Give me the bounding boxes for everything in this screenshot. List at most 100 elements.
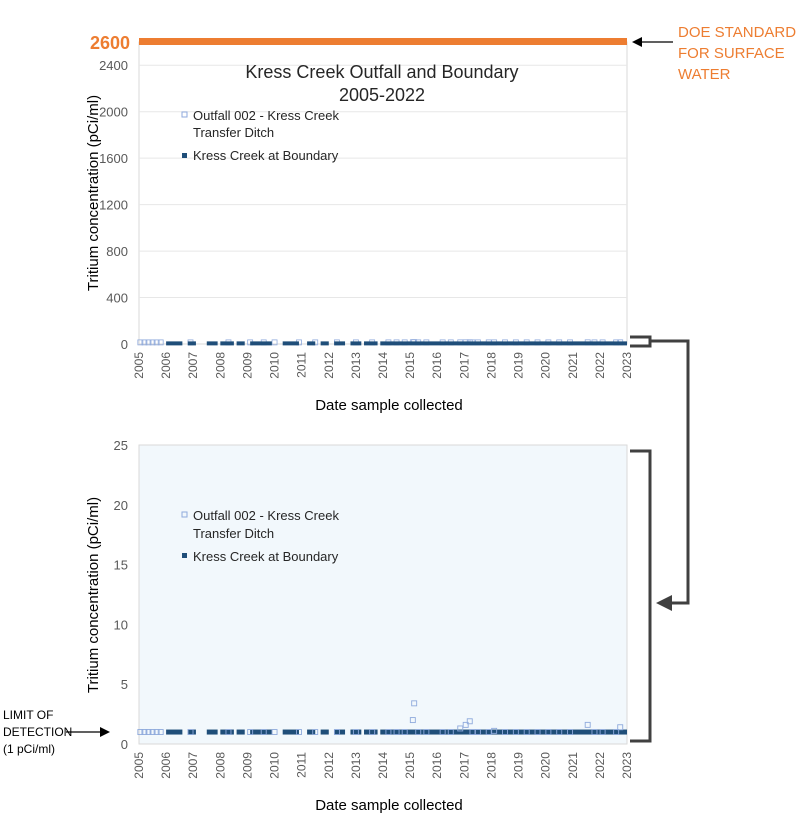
x-tick-label: 2016 <box>430 752 444 779</box>
x-tick-label: 2018 <box>484 352 498 379</box>
outfall-point <box>187 729 194 735</box>
outfall-point <box>393 729 400 735</box>
legend-label-boundary: Kress Creek at Boundary <box>193 549 339 564</box>
outfall-point <box>312 729 319 735</box>
x-tick-label: 2008 <box>213 752 227 779</box>
outfall-point <box>401 729 408 735</box>
outfall-point <box>556 729 563 735</box>
outfall-point <box>584 721 591 728</box>
boundary-point-run <box>364 729 378 735</box>
outfall-point <box>512 729 519 735</box>
x-tick-label: 2011 <box>295 352 309 378</box>
x-tick-label: 2006 <box>159 752 173 779</box>
legend-label-boundary: Kress Creek at Boundary <box>193 148 339 163</box>
chart-title: Kress Creek Outfall and Boundary <box>245 62 518 82</box>
legend-marker-outfall <box>181 111 188 118</box>
x-tick-label: 2005 <box>132 352 146 379</box>
bottom-zoom-bracket <box>630 449 652 743</box>
x-tick-label: 2016 <box>430 352 444 379</box>
outfall-point <box>523 729 530 735</box>
doe-arrow <box>632 37 673 47</box>
outfall-point <box>153 729 160 735</box>
doe-standard-value: 2600 <box>90 33 130 53</box>
outfall-point <box>545 729 552 735</box>
y-tick-label: 2400 <box>99 58 128 73</box>
x-tick-label: 2007 <box>186 752 200 779</box>
boundary-point-run <box>380 729 627 735</box>
y-tick-label: 20 <box>114 498 128 513</box>
connector-line <box>650 339 690 605</box>
y-tick-label: 5 <box>121 677 128 692</box>
boundary-point-run <box>282 341 299 346</box>
boundary-point-run <box>206 341 218 346</box>
x-tick-label: 2013 <box>349 352 363 379</box>
x-tick-label: 2021 <box>566 752 580 779</box>
boundary-point-run <box>166 729 183 735</box>
outfall-point <box>137 339 144 346</box>
outfall-point <box>502 729 508 735</box>
x-tick-label: 2014 <box>376 752 390 779</box>
outfall-point <box>149 339 156 346</box>
outfall-point <box>423 729 430 735</box>
zoom-connector <box>630 335 690 743</box>
legend-label-outfall-line2: Transfer Ditch <box>193 125 274 140</box>
bottom-plot-area <box>138 444 628 745</box>
outfall-point <box>145 729 152 735</box>
outfall-point <box>137 729 144 735</box>
bottom-legend: Outfall 002 - Kress Creek Transfer Ditch… <box>181 508 339 564</box>
top-y-tick-labels: 0 400 800 1200 1600 2000 2400 <box>99 58 128 352</box>
outfall-point <box>296 729 302 735</box>
outfall-point <box>617 724 624 731</box>
boundary-point-run <box>350 341 362 346</box>
outfall-point <box>157 729 164 735</box>
outfall-point <box>141 339 148 346</box>
x-tick-label: 2013 <box>349 752 363 779</box>
boundary-point-run <box>307 729 316 735</box>
outfall-point <box>157 339 164 346</box>
outfall-point <box>534 729 541 735</box>
y-tick-label: 2000 <box>99 105 128 120</box>
outfall-point <box>409 717 416 724</box>
outfall-point <box>613 729 620 735</box>
boundary-point-run <box>320 341 329 346</box>
y-tick-label: 0 <box>121 737 128 752</box>
boundary-point-run <box>236 729 245 735</box>
outfall-point <box>466 718 473 725</box>
y-tick-label: 1600 <box>99 151 128 166</box>
x-tick-label: 2022 <box>593 752 607 779</box>
y-tick-label: 800 <box>106 244 128 259</box>
y-tick-label: 25 <box>114 438 128 453</box>
x-tick-label: 2017 <box>457 752 471 779</box>
x-tick-label: 2017 <box>457 352 471 379</box>
outfall-point <box>491 727 498 734</box>
outfall-point <box>145 339 152 346</box>
top-legend: Outfall 002 - Kress Creek Transfer Ditch… <box>181 108 339 163</box>
boundary-point-run <box>320 729 329 735</box>
x-tick-label: 2010 <box>268 352 282 379</box>
bottom-data-points <box>137 700 627 735</box>
outfall-point <box>385 729 392 735</box>
doe-annotation-line1: DOE STANDARD <box>678 24 796 41</box>
x-tick-label: 2021 <box>566 352 580 379</box>
x-tick-label: 2014 <box>376 352 390 379</box>
outfall-point <box>271 729 278 735</box>
x-tick-label: 2023 <box>620 352 634 379</box>
lod-arrow <box>66 727 110 737</box>
top-y-axis-title: Tritium concentration (pCi/ml) <box>85 95 102 291</box>
x-tick-label: 2009 <box>240 752 254 779</box>
top-gridlines <box>139 64 627 299</box>
chart-subtitle: 2005-2022 <box>339 85 425 105</box>
doe-standard-line <box>139 38 627 45</box>
top-zoom-bracket <box>630 335 652 348</box>
x-tick-label: 2010 <box>268 752 282 779</box>
bottom-x-axis-title: Date sample collected <box>315 797 463 814</box>
legend-label-outfall-line2: Transfer Ditch <box>193 526 274 541</box>
y-tick-label: 0 <box>121 337 128 352</box>
outfall-point <box>333 729 340 735</box>
x-tick-label: 2005 <box>132 752 146 779</box>
x-tick-label: 2018 <box>484 752 498 779</box>
boundary-point-run <box>350 729 362 735</box>
y-tick-label: 10 <box>114 617 128 632</box>
outfall-point <box>462 721 469 728</box>
